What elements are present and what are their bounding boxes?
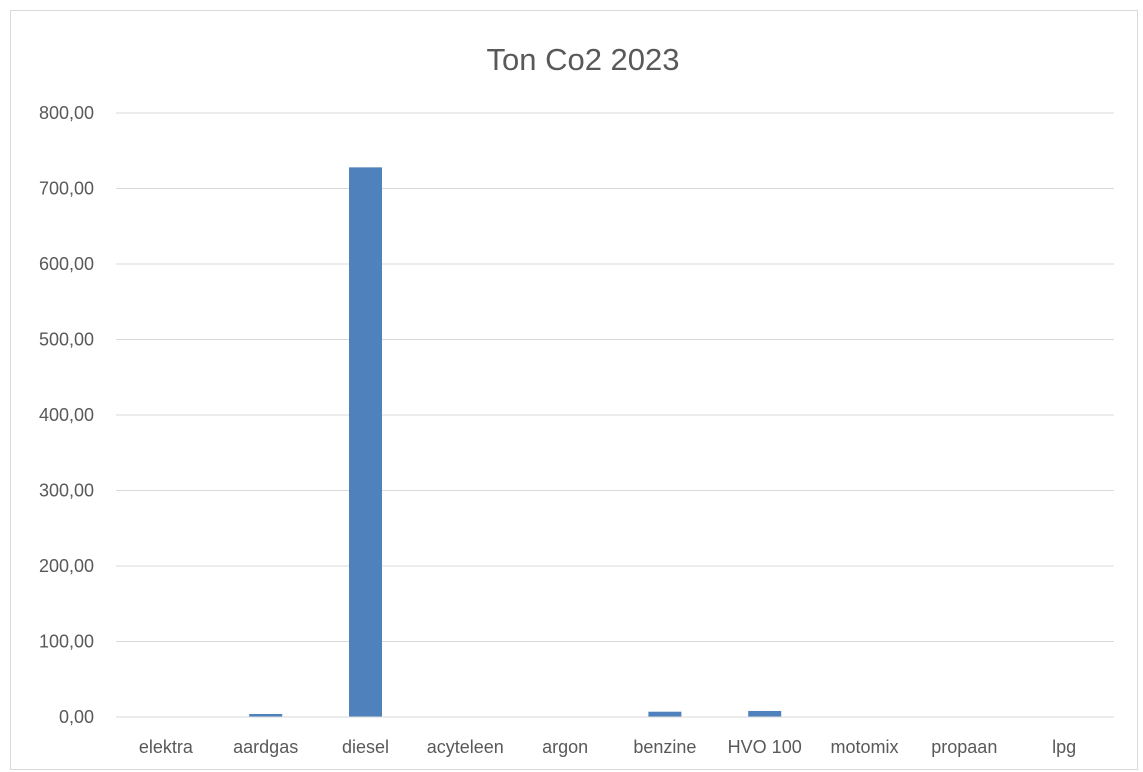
x-axis-tick-labels: elektra aardgas diesel acyteleen argon benzin… [139, 737, 1076, 757]
y-tick-label: 300,00 [39, 481, 94, 501]
x-tick-label: diesel [342, 737, 389, 757]
y-tick-label: 200,00 [39, 556, 94, 576]
x-tick-label: argon [542, 737, 588, 757]
y-tick-label: 400,00 [39, 405, 94, 425]
chart-title: Ton Co2 2023 [486, 42, 679, 77]
y-tick-label: 600,00 [39, 254, 94, 274]
x-tick-label: propaan [931, 737, 997, 757]
x-tick-label: aardgas [233, 737, 298, 757]
y-axis-tick-labels: 0,00 100,00 200,00 300,00 400,00 500,00 600,00… [39, 103, 94, 727]
gridlines [116, 112, 1114, 642]
x-tick-label: HVO 100 [728, 737, 802, 757]
bar-hvo-100 [748, 710, 782, 717]
y-tick-label: 500,00 [39, 330, 94, 350]
x-tick-label: motomix [830, 737, 898, 757]
y-tick-label: 0,00 [59, 707, 94, 727]
bars [249, 167, 782, 718]
x-tick-label: lpg [1052, 737, 1076, 757]
chart-frame [10, 10, 1138, 770]
bar-diesel [349, 167, 382, 718]
y-tick-label: 700,00 [39, 179, 94, 199]
x-tick-label: acyteleen [427, 737, 504, 757]
x-tick-label: elektra [139, 737, 194, 757]
bar-benzine [648, 711, 682, 717]
x-tick-label: benzine [633, 737, 696, 757]
y-tick-label: 800,00 [39, 103, 94, 123]
bar-aardgas [249, 713, 283, 717]
y-tick-label: 100,00 [39, 632, 94, 652]
